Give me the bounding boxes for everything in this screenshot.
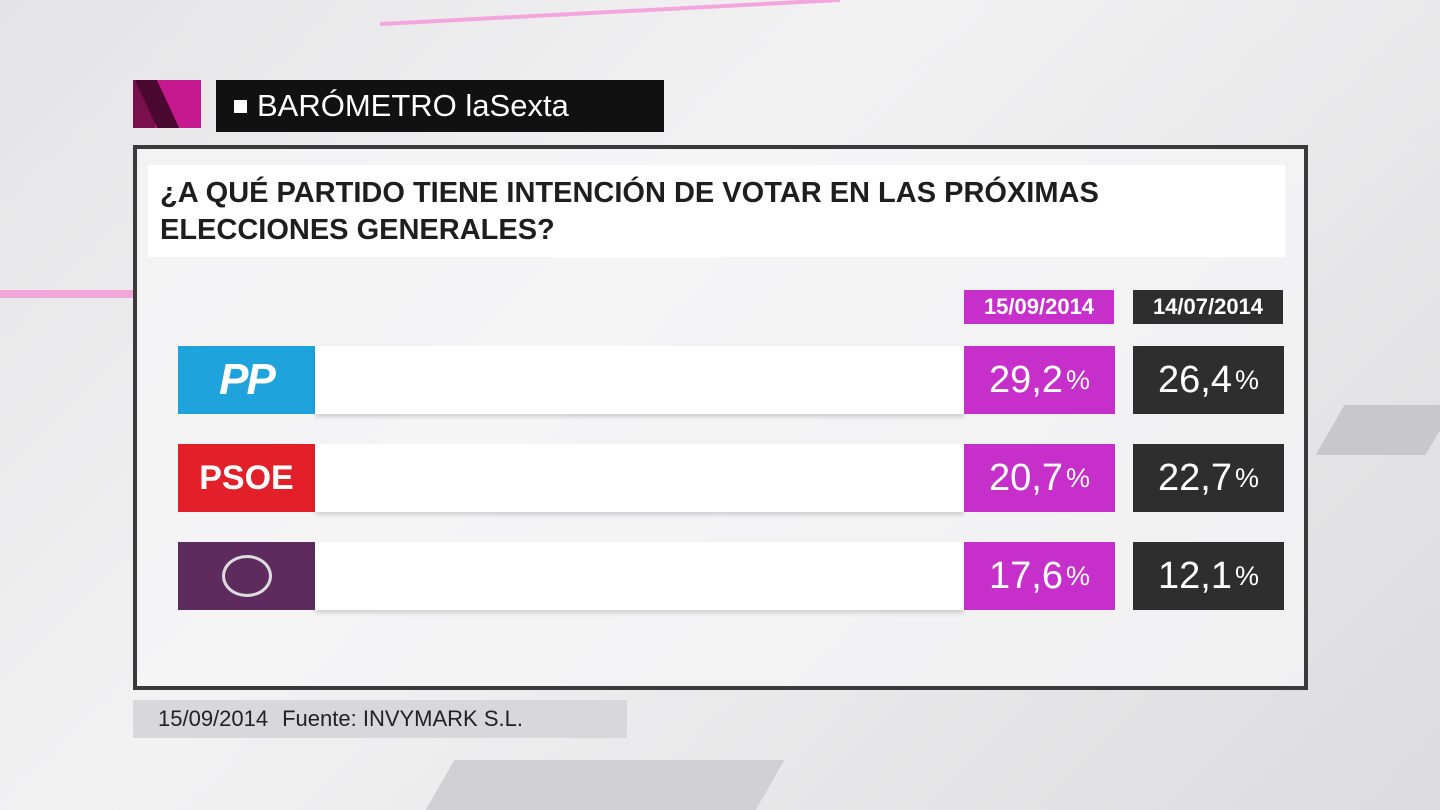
party-logo: PP — [178, 346, 315, 414]
header: BARÓMETRO laSexta — [216, 80, 664, 132]
unit: % — [1065, 364, 1090, 395]
party-logo: PSOE — [178, 444, 315, 512]
value: 26,4 — [1158, 358, 1232, 401]
value-cell: 12,1% — [1133, 542, 1284, 610]
table-row: PSOE 20,7% 22,7% — [178, 444, 1284, 512]
background-line — [380, 0, 840, 63]
footer: 15/09/2014 Fuente: INVYMARK S.L. — [133, 700, 627, 738]
background-shape — [1315, 405, 1440, 455]
unit: % — [1234, 364, 1259, 395]
value-cell: 20,7% — [964, 444, 1115, 512]
question: ¿A QUÉ PARTIDO TIENE INTENCIÓN DE VOTAR … — [148, 165, 1285, 257]
value-cell: 26,4% — [1133, 346, 1284, 414]
party-logo — [178, 542, 315, 610]
unit: % — [1234, 462, 1259, 493]
unit: % — [1234, 560, 1259, 591]
unit: % — [1065, 560, 1090, 591]
value: 22,7 — [1158, 456, 1232, 499]
value: 12,1 — [1158, 554, 1232, 597]
column-header: 15/09/2014 — [964, 290, 1114, 324]
value-cell: 17,6% — [964, 542, 1115, 610]
column-header: 14/07/2014 — [1133, 290, 1283, 324]
channel-logo — [133, 80, 201, 128]
row-bar — [315, 444, 964, 512]
row-bar — [315, 346, 964, 414]
unit: % — [1065, 462, 1090, 493]
table-row: PP 29,2% 26,4% — [178, 346, 1284, 414]
row-bar — [315, 542, 964, 610]
background-line — [0, 290, 135, 298]
footer-date: 15/09/2014 — [158, 706, 269, 731]
background-shape — [425, 760, 785, 810]
value: 29,2 — [989, 358, 1063, 401]
header-title: BARÓMETRO laSexta — [257, 88, 569, 123]
value-cell: 22,7% — [1133, 444, 1284, 512]
value: 17,6 — [989, 554, 1063, 597]
value-cell: 29,2% — [964, 346, 1115, 414]
table-row: 17,6% 12,1% — [178, 542, 1284, 610]
footer-source: Fuente: INVYMARK S.L. — [282, 706, 523, 731]
value: 20,7 — [989, 456, 1063, 499]
logo-circle — [221, 555, 272, 597]
